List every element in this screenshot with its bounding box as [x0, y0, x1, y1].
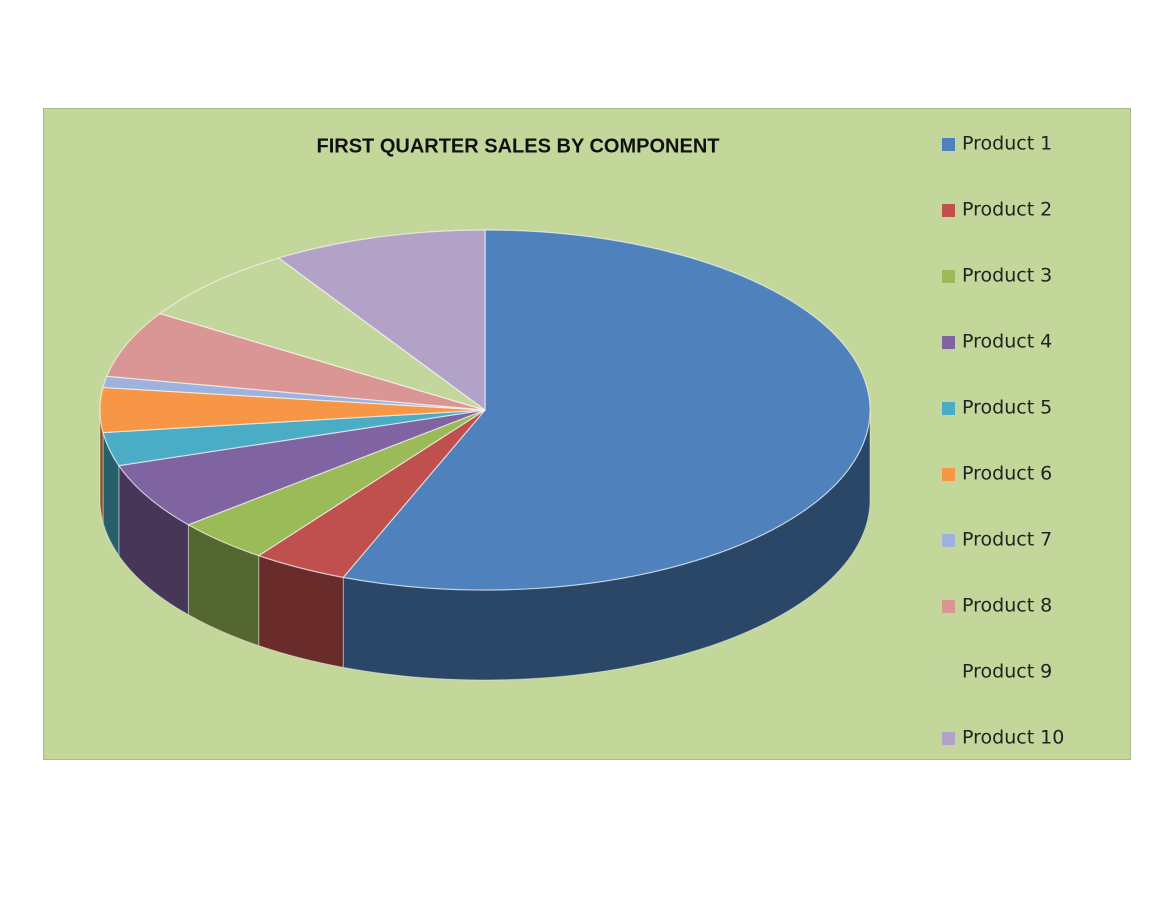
legend-label: Product 5 — [962, 397, 1052, 419]
legend-label: Product 7 — [962, 529, 1052, 551]
pie — [99, 229, 871, 681]
legend-label: Product 4 — [962, 331, 1052, 353]
legend-label: Product 3 — [962, 265, 1052, 287]
legend-label: Product 9 — [962, 661, 1052, 683]
legend-label: Product 8 — [962, 595, 1052, 617]
slice — [105, 312, 486, 411]
legend-label: Product 1 — [962, 133, 1052, 155]
legend-swatch — [942, 732, 955, 745]
slice — [277, 229, 486, 412]
slice — [117, 409, 486, 526]
legend-swatch — [942, 204, 955, 217]
legend-swatch — [942, 600, 955, 613]
legend-label: Product 10 — [962, 727, 1064, 749]
legend-swatch — [942, 666, 955, 679]
legend-swatch — [942, 402, 955, 415]
legend-swatch — [942, 270, 955, 283]
legend-label: Product 6 — [962, 463, 1052, 485]
slice — [158, 257, 486, 411]
legend: Product 1 Product 2 Product 3 Product 4 Prod… — [942, 133, 1064, 749]
slice — [342, 229, 871, 591]
legend-swatch — [942, 534, 955, 547]
legend-swatch — [942, 138, 955, 151]
legend-swatch — [942, 468, 955, 481]
legend-swatch — [942, 336, 955, 349]
chart-title: FIRST QUARTER SALES BY COMPONENT — [317, 135, 720, 157]
legend-label: Product 2 — [962, 199, 1052, 221]
